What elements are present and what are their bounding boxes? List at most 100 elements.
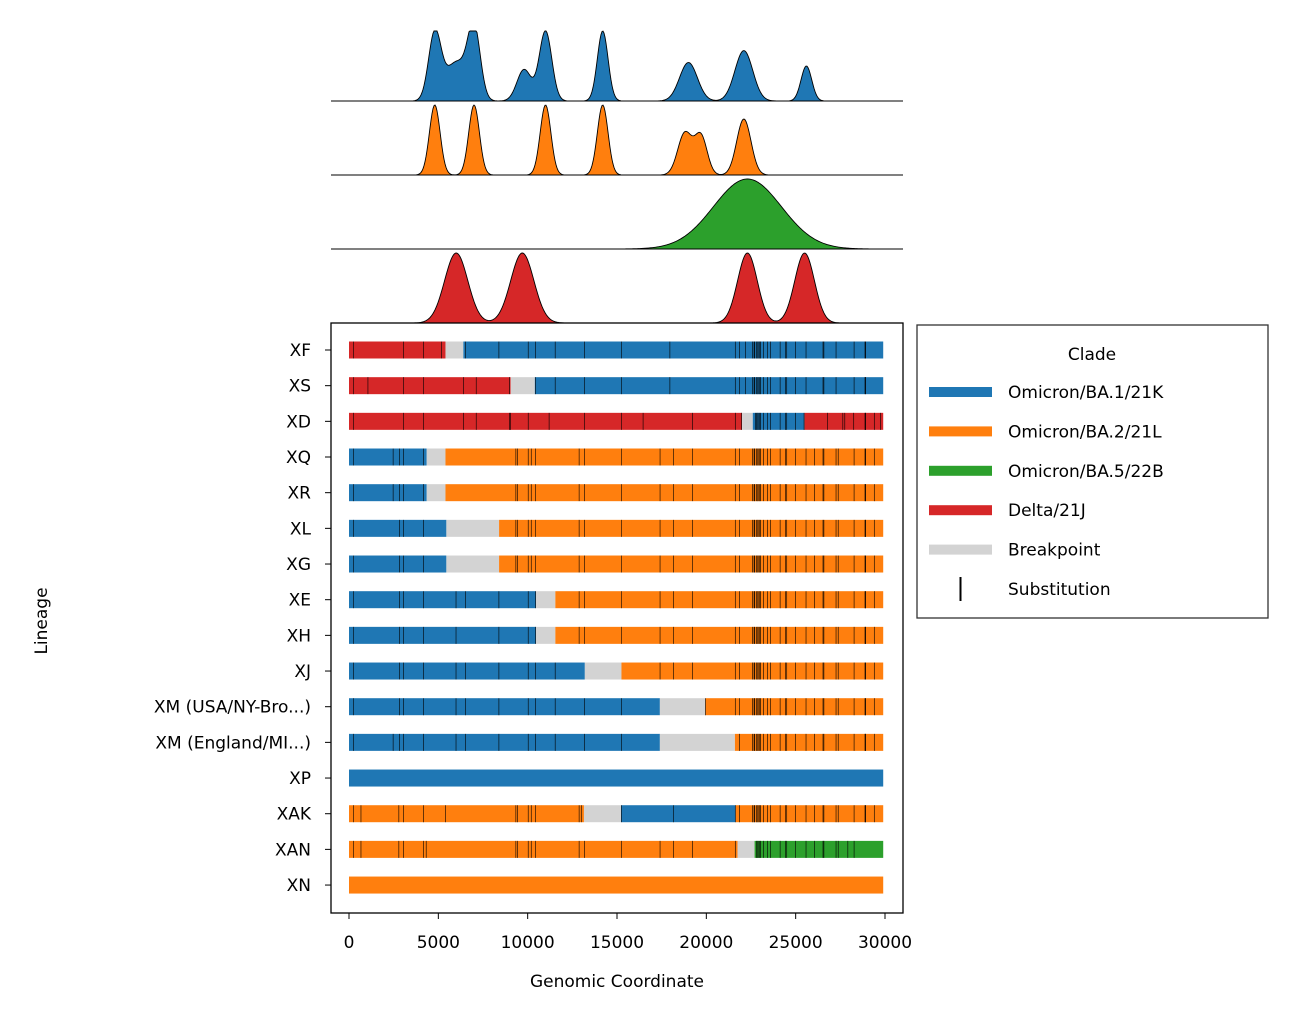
lineage-row-XF	[349, 341, 884, 359]
y-tick-label: XF	[290, 341, 311, 361]
lineage-row-XR	[349, 484, 884, 502]
segment-Delta	[349, 412, 743, 430]
segment-BA1	[349, 698, 660, 716]
legend-swatch-Delta	[929, 505, 992, 516]
segment-BA2	[445, 448, 884, 466]
segment-Delta	[804, 412, 884, 430]
legend-swatch-Breakpoint	[929, 544, 992, 555]
segment-BA2	[445, 484, 884, 502]
lineage-row-XM (USA/NY-Bro...)	[349, 698, 884, 716]
legend-label: Substitution	[1008, 580, 1111, 600]
lineage-row-XAK	[349, 805, 884, 823]
lineage-row-XAN	[349, 840, 884, 858]
segment-BA1	[349, 769, 884, 787]
y-tick-label: XD	[286, 412, 311, 432]
segment-BA2	[555, 591, 884, 609]
y-tick-label: XN	[287, 876, 311, 896]
lineage-row-XE	[349, 591, 884, 609]
segment-Breakpoint	[583, 805, 622, 823]
segment-BA1	[463, 341, 884, 359]
segment-BA1	[534, 377, 884, 395]
x-tick-label: 0	[344, 933, 355, 953]
legend-label: Omicron/BA.5/22B	[1008, 462, 1164, 482]
x-tick-label: 5000	[417, 933, 460, 953]
y-tick-label: XS	[289, 377, 311, 397]
y-axis: XF XS XD XQ XR XL XG XE XH XJ XM (USA/NY-Bro...) XM…	[154, 341, 331, 896]
segment-BA1	[349, 519, 447, 537]
lineage-row-XM (England/MI...)	[349, 733, 884, 751]
legend-label: Delta/21J	[1008, 501, 1086, 521]
y-tick-label: XG	[286, 555, 311, 575]
segment-Delta	[349, 341, 446, 359]
density-panel-Delta	[331, 252, 903, 324]
legend-swatch-BA5	[929, 465, 992, 476]
segment-Delta	[349, 377, 511, 395]
segment-Breakpoint	[742, 412, 753, 430]
segment-BA2	[555, 626, 884, 644]
y-tick-label: XJ	[294, 662, 311, 682]
segment-BA2	[705, 698, 884, 716]
segment-BA2	[734, 733, 884, 751]
segment-BA5	[754, 840, 884, 858]
segment-Breakpoint	[446, 555, 500, 573]
segment-Breakpoint	[737, 840, 755, 858]
segment-BA2	[499, 519, 884, 537]
segment-BA1	[349, 555, 447, 573]
lineage-row-XL	[349, 519, 884, 537]
y-tick-label: XR	[288, 484, 312, 504]
segment-BA2	[349, 876, 884, 894]
y-tick-label: XE	[289, 591, 311, 611]
legend-swatch-BA2	[929, 426, 992, 437]
x-tick-label: 20000	[679, 933, 733, 953]
lineage-row-XJ	[349, 662, 884, 680]
y-tick-label: XM (USA/NY-Bro...)	[154, 698, 311, 718]
segment-Breakpoint	[659, 733, 735, 751]
segment-BA1	[349, 662, 585, 680]
lineage-row-XP	[349, 769, 884, 787]
segment-Breakpoint	[584, 662, 622, 680]
legend-label: Omicron/BA.2/21L	[1008, 422, 1162, 442]
y-axis-label: Lineage	[32, 587, 52, 654]
segment-BA2	[499, 555, 884, 573]
lineage-row-XG	[349, 555, 884, 573]
x-tick-label: 10000	[501, 933, 555, 953]
legend-label: Omicron/BA.1/21K	[1008, 383, 1164, 403]
density-panel-BA5	[331, 178, 903, 250]
segment-Breakpoint	[426, 448, 446, 466]
density-curve-BA5	[331, 178, 903, 250]
y-tick-label: XAN	[275, 840, 311, 860]
segment-Breakpoint	[535, 626, 556, 644]
y-tick-label: XQ	[286, 448, 311, 468]
segment-Breakpoint	[510, 377, 535, 395]
y-tick-label: XL	[290, 519, 312, 539]
density-panel-BA1	[331, 30, 903, 102]
segment-BA1	[349, 591, 536, 609]
density-curve-Delta	[331, 252, 903, 324]
lineage-row-XS	[349, 377, 884, 395]
segment-Breakpoint	[426, 484, 446, 502]
segment-Breakpoint	[445, 341, 464, 359]
y-tick-label: XH	[287, 626, 311, 646]
legend-label: Breakpoint	[1008, 541, 1101, 561]
density-curve-BA1	[331, 30, 903, 102]
segment-Breakpoint	[446, 519, 500, 537]
lineage-row-XD	[349, 412, 884, 430]
legend: Clade Omicron/BA.1/21K Omicron/BA.2/21L Om…	[916, 324, 1269, 619]
x-axis: 0 5000 10000 15000 20000 25000 30000	[344, 913, 912, 953]
lineage-row-XN	[349, 876, 884, 894]
density-panel-BA2	[331, 104, 903, 176]
main-axes-frame	[330, 322, 904, 914]
y-tick-label: XAK	[277, 805, 312, 825]
segment-BA1	[349, 448, 427, 466]
segment-Breakpoint	[535, 591, 556, 609]
legend-title: Clade	[1068, 345, 1116, 365]
segment-BA1	[752, 412, 805, 430]
y-tick-label: XM (England/MI...)	[155, 733, 311, 753]
segment-BA2	[349, 805, 584, 823]
segment-BA1	[349, 733, 660, 751]
legend-swatch-BA1	[929, 387, 992, 397]
x-tick-label: 15000	[590, 933, 644, 953]
lineage-row-XQ	[349, 448, 884, 466]
x-axis-label: Genomic Coordinate	[530, 972, 704, 992]
lineage-bars	[349, 341, 884, 894]
